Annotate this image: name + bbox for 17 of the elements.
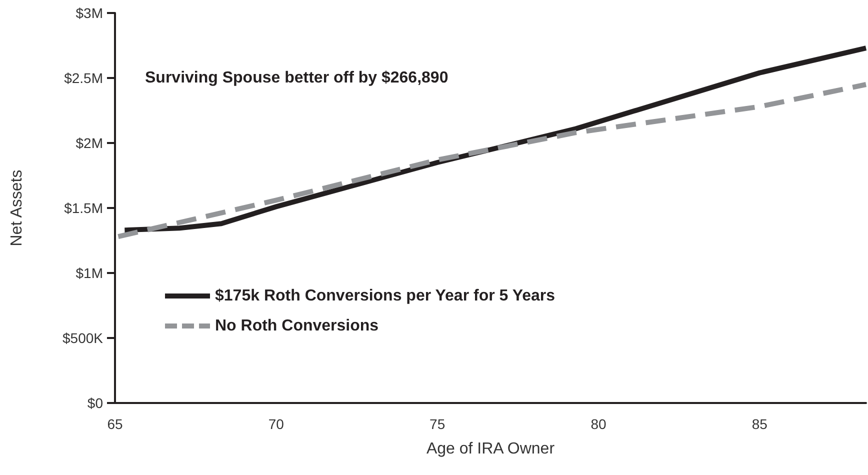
y-axis-title: Net Assets [8,170,26,246]
x-tick-label: 65 [107,416,123,432]
x-axis-title: Age of IRA Owner [426,440,556,458]
x-tick-label: 80 [590,416,606,432]
y-tick-label: $1.5M [64,200,103,216]
x-tick-label: 70 [268,416,284,432]
y-tick-label: $3M [76,5,103,21]
x-tick-label: 85 [752,416,768,432]
y-tick-label: $0 [87,395,104,411]
y-tick-label: $2.5M [64,70,103,86]
legend-label: $175k Roth Conversions per Year for 5 Years [215,288,556,304]
annotation: Surviving Spouse better off by $266,890 [145,70,448,86]
y-tick-label: $500K [62,330,104,346]
x-tick-label: 75 [430,416,446,432]
y-tick-label: $1M [76,265,103,281]
legend-label: No Roth Conversions [215,318,379,334]
y-tick-label: $2M [76,135,103,151]
